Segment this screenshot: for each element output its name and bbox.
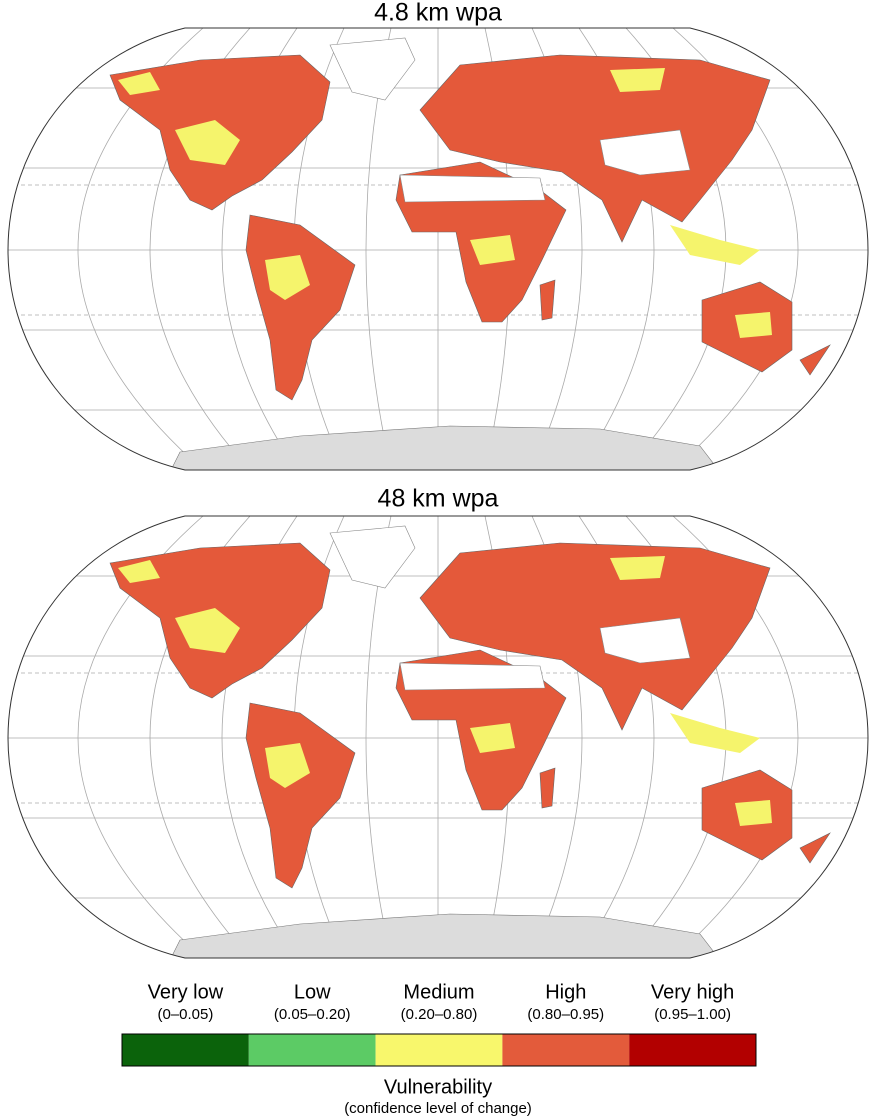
panel-title: 4.8 km wpa [374,0,502,27]
legend-label: Very low [148,981,224,1003]
legend-swatch [248,1034,376,1066]
legend-swatch [629,1034,756,1066]
legend-title: Vulnerability [384,1076,492,1098]
map-panel: 4.8 km wpa [0,0,874,472]
legend-subtitle: (confidence level of change) [344,1100,532,1117]
legend-swatch [122,1034,249,1066]
legend-range: (0.95–1.00) [654,1006,731,1023]
legend-range: (0.05–0.20) [274,1006,351,1023]
legend-swatch [502,1034,630,1066]
legend-label: High [545,981,586,1003]
legend-range: (0.20–0.80) [401,1006,478,1023]
map-panel: 48 km wpa [0,485,874,960]
legend-label: Low [294,981,331,1003]
legend-frame [121,1033,757,1067]
legend-swatch [375,1034,503,1066]
legend-label: Very high [651,981,734,1003]
legend-range: (0–0.05) [157,1006,213,1023]
world-map [0,28,874,472]
legend-range: (0.80–0.95) [527,1006,604,1023]
panel-title: 48 km wpa [378,485,499,513]
legend-label: Medium [403,981,474,1003]
legend: Very low (0–0.05) Low (0.05–0.20) Medium (0.2… [121,981,757,1117]
world-map [0,516,874,960]
